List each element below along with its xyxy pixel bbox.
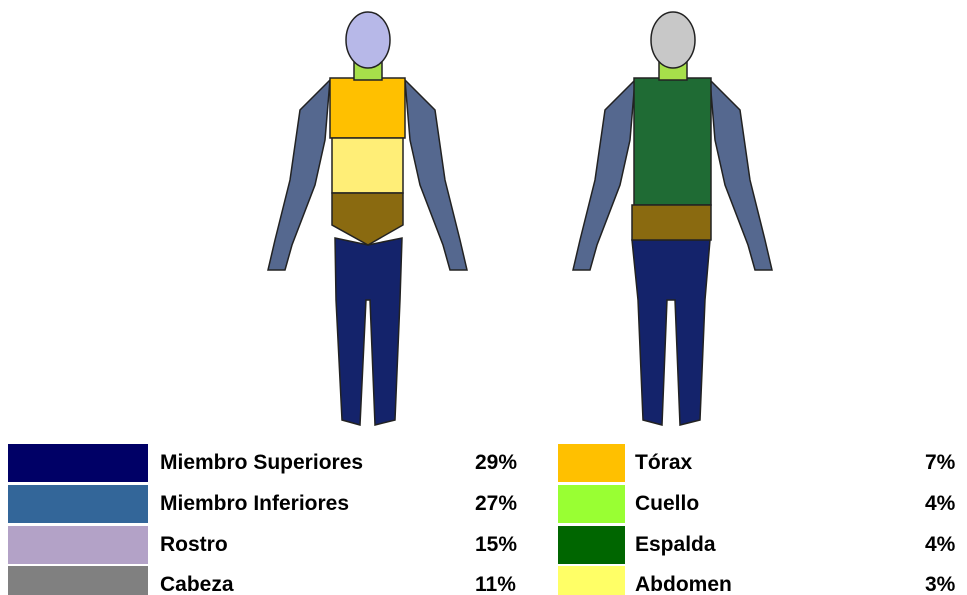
legend-swatch xyxy=(558,444,625,482)
legend-value: 27% xyxy=(475,492,518,515)
legend-label: Rostro xyxy=(160,533,228,556)
legend-swatch xyxy=(558,485,625,523)
legend-value: 29% xyxy=(475,451,518,474)
legend-swatch xyxy=(8,566,148,595)
legend-value: 15% xyxy=(475,533,518,556)
legend-swatch xyxy=(8,444,148,482)
legend-value: 11% xyxy=(475,573,516,595)
legend-value: 3% xyxy=(925,573,956,595)
legend-label: Espalda xyxy=(635,533,716,556)
body-diagram xyxy=(267,11,773,426)
legend-value: 4% xyxy=(925,533,956,556)
legend-label: Miembro Inferiores xyxy=(160,492,350,515)
legend-label: Cuello xyxy=(635,492,700,515)
legend-label: Tórax xyxy=(635,451,693,474)
back-figure xyxy=(572,11,773,426)
legend-label: Abdomen xyxy=(635,573,732,595)
legend-value: 4% xyxy=(925,492,956,515)
front-figure xyxy=(267,11,468,426)
legend-swatch xyxy=(558,526,625,564)
legend-swatch xyxy=(558,566,625,595)
legend-label: Cabeza xyxy=(160,573,234,595)
legend-label: Miembro Superiores xyxy=(160,451,364,474)
legend-value: 7% xyxy=(925,451,956,474)
legend-swatch xyxy=(8,526,148,564)
legend-swatch xyxy=(8,485,148,523)
